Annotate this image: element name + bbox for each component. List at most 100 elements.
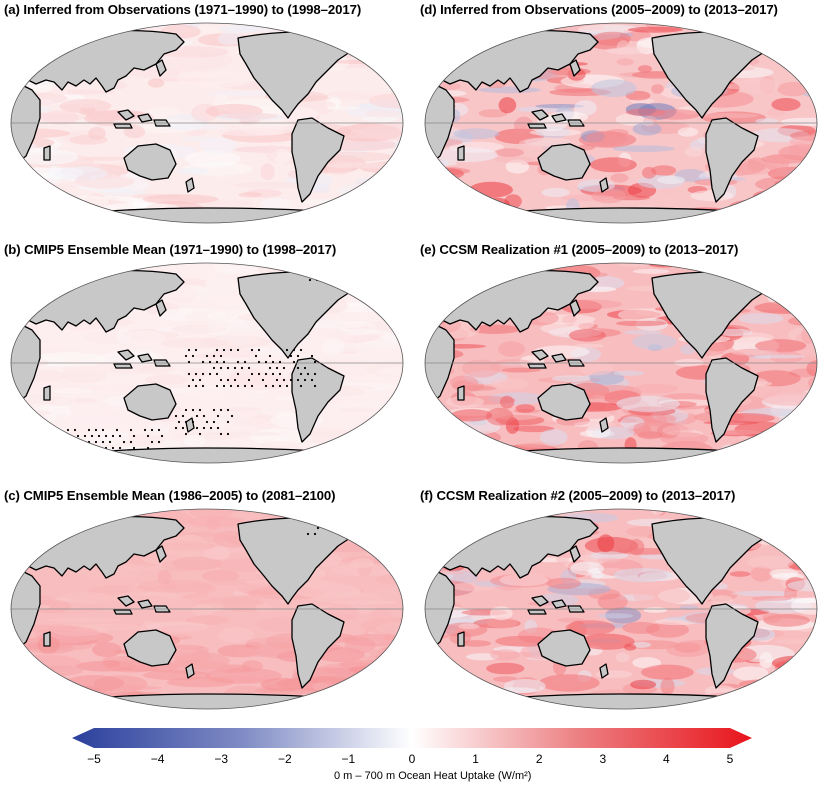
stipple-dot xyxy=(316,526,320,530)
anomaly-patch xyxy=(632,383,678,394)
stipple-dot xyxy=(55,446,59,450)
stipple-dot xyxy=(184,420,188,424)
anomaly-patch xyxy=(69,134,108,145)
stipple-dot xyxy=(187,384,191,388)
anomaly-patch xyxy=(490,378,529,390)
anomaly-patch xyxy=(209,408,258,420)
anomaly-patch xyxy=(359,509,372,522)
anomaly-patch xyxy=(790,194,817,205)
anomaly-patch xyxy=(234,646,288,657)
anomaly-patch xyxy=(207,91,274,96)
anomaly-patch xyxy=(777,542,817,548)
anomaly-patch xyxy=(425,539,440,555)
land-mass xyxy=(117,109,135,121)
anomaly-patch xyxy=(359,450,401,463)
anomaly-patch xyxy=(67,212,121,223)
anomaly-patch xyxy=(176,167,210,175)
anomaly-patch xyxy=(769,568,799,578)
anomaly-patch xyxy=(11,691,42,708)
anomaly-patch xyxy=(13,654,81,671)
anomaly-patch xyxy=(55,209,96,223)
stipple-dot xyxy=(219,366,223,370)
anomaly-patch xyxy=(458,623,480,630)
anomaly-patch xyxy=(363,195,388,202)
land-mass xyxy=(457,385,465,401)
anomaly-patch xyxy=(486,617,518,629)
land-mass xyxy=(705,603,759,689)
colorbar-tick-label: 0 xyxy=(408,752,416,766)
anomaly-patch xyxy=(759,652,773,669)
anomaly-patch xyxy=(350,558,375,569)
anomaly-patch xyxy=(715,23,754,29)
anomaly-patch xyxy=(633,422,651,435)
anomaly-patch xyxy=(425,428,449,435)
anomaly-patch xyxy=(579,633,635,650)
anomaly-patch xyxy=(450,375,479,390)
anomaly-patch xyxy=(612,145,675,152)
stipple-dot xyxy=(250,384,254,388)
anomaly-patch xyxy=(11,541,53,547)
anomaly-patch xyxy=(11,40,41,48)
anomaly-patch xyxy=(43,427,70,439)
land-mass xyxy=(43,145,51,161)
anomaly-patch xyxy=(622,621,660,634)
anomaly-patch xyxy=(425,23,455,39)
land-mass xyxy=(155,545,167,563)
anomaly-patch xyxy=(510,23,533,30)
anomaly-patch xyxy=(348,666,390,674)
stipple-dot xyxy=(243,384,247,388)
stipple-dot xyxy=(215,372,219,376)
anomaly-patch xyxy=(225,417,272,435)
anomaly-patch xyxy=(474,32,489,47)
anomaly-patch xyxy=(196,646,210,654)
stipple-dot xyxy=(87,428,91,432)
anomaly-patch xyxy=(200,335,271,349)
stipple-dot xyxy=(313,384,317,388)
stipple-dot xyxy=(268,366,272,370)
anomaly-patch xyxy=(241,660,263,672)
anomaly-patch xyxy=(42,331,67,342)
anomaly-patch xyxy=(362,418,403,433)
land-mass xyxy=(459,447,791,463)
anomaly-patch xyxy=(656,188,679,195)
land-mass xyxy=(457,631,465,647)
stipple-dot xyxy=(215,348,219,352)
stipple-dot xyxy=(275,378,279,382)
anomaly-patch xyxy=(425,185,467,196)
anomaly-patch xyxy=(46,281,75,287)
anomaly-patch xyxy=(157,58,226,72)
land-mass xyxy=(137,113,153,123)
anomaly-patch xyxy=(425,265,453,283)
stipple-dot xyxy=(212,354,216,358)
anomaly-patch xyxy=(324,454,403,461)
stipple-dot xyxy=(195,414,199,418)
stipple-dot xyxy=(202,414,206,418)
anomaly-patch xyxy=(700,221,726,223)
anomaly-patch xyxy=(11,198,31,214)
anomaly-patch xyxy=(32,263,49,272)
anomaly-patch xyxy=(338,692,375,707)
anomaly-patch xyxy=(11,303,39,310)
anomaly-patch xyxy=(728,440,750,458)
anomaly-patch xyxy=(800,515,817,522)
stipple-dot xyxy=(157,428,161,432)
anomaly-patch xyxy=(539,429,568,446)
anomaly-patch xyxy=(651,84,664,94)
anomaly-patch xyxy=(591,188,626,204)
stipple-dot xyxy=(216,414,220,418)
anomaly-patch xyxy=(760,457,803,463)
stipple-dot xyxy=(202,426,206,430)
land-mass xyxy=(43,631,51,647)
anomaly-patch xyxy=(355,210,372,220)
anomaly-patch xyxy=(513,23,530,29)
stipple-dot xyxy=(118,446,122,450)
stipple-dot xyxy=(94,428,98,432)
anomaly-patch xyxy=(23,263,63,272)
anomaly-patch xyxy=(397,390,403,400)
land-mass xyxy=(537,629,591,667)
anomaly-patch xyxy=(425,688,462,703)
stipple-dot xyxy=(222,348,226,352)
anomaly-patch xyxy=(11,434,35,452)
anomaly-patch xyxy=(425,37,446,56)
anomaly-patch xyxy=(755,339,807,353)
